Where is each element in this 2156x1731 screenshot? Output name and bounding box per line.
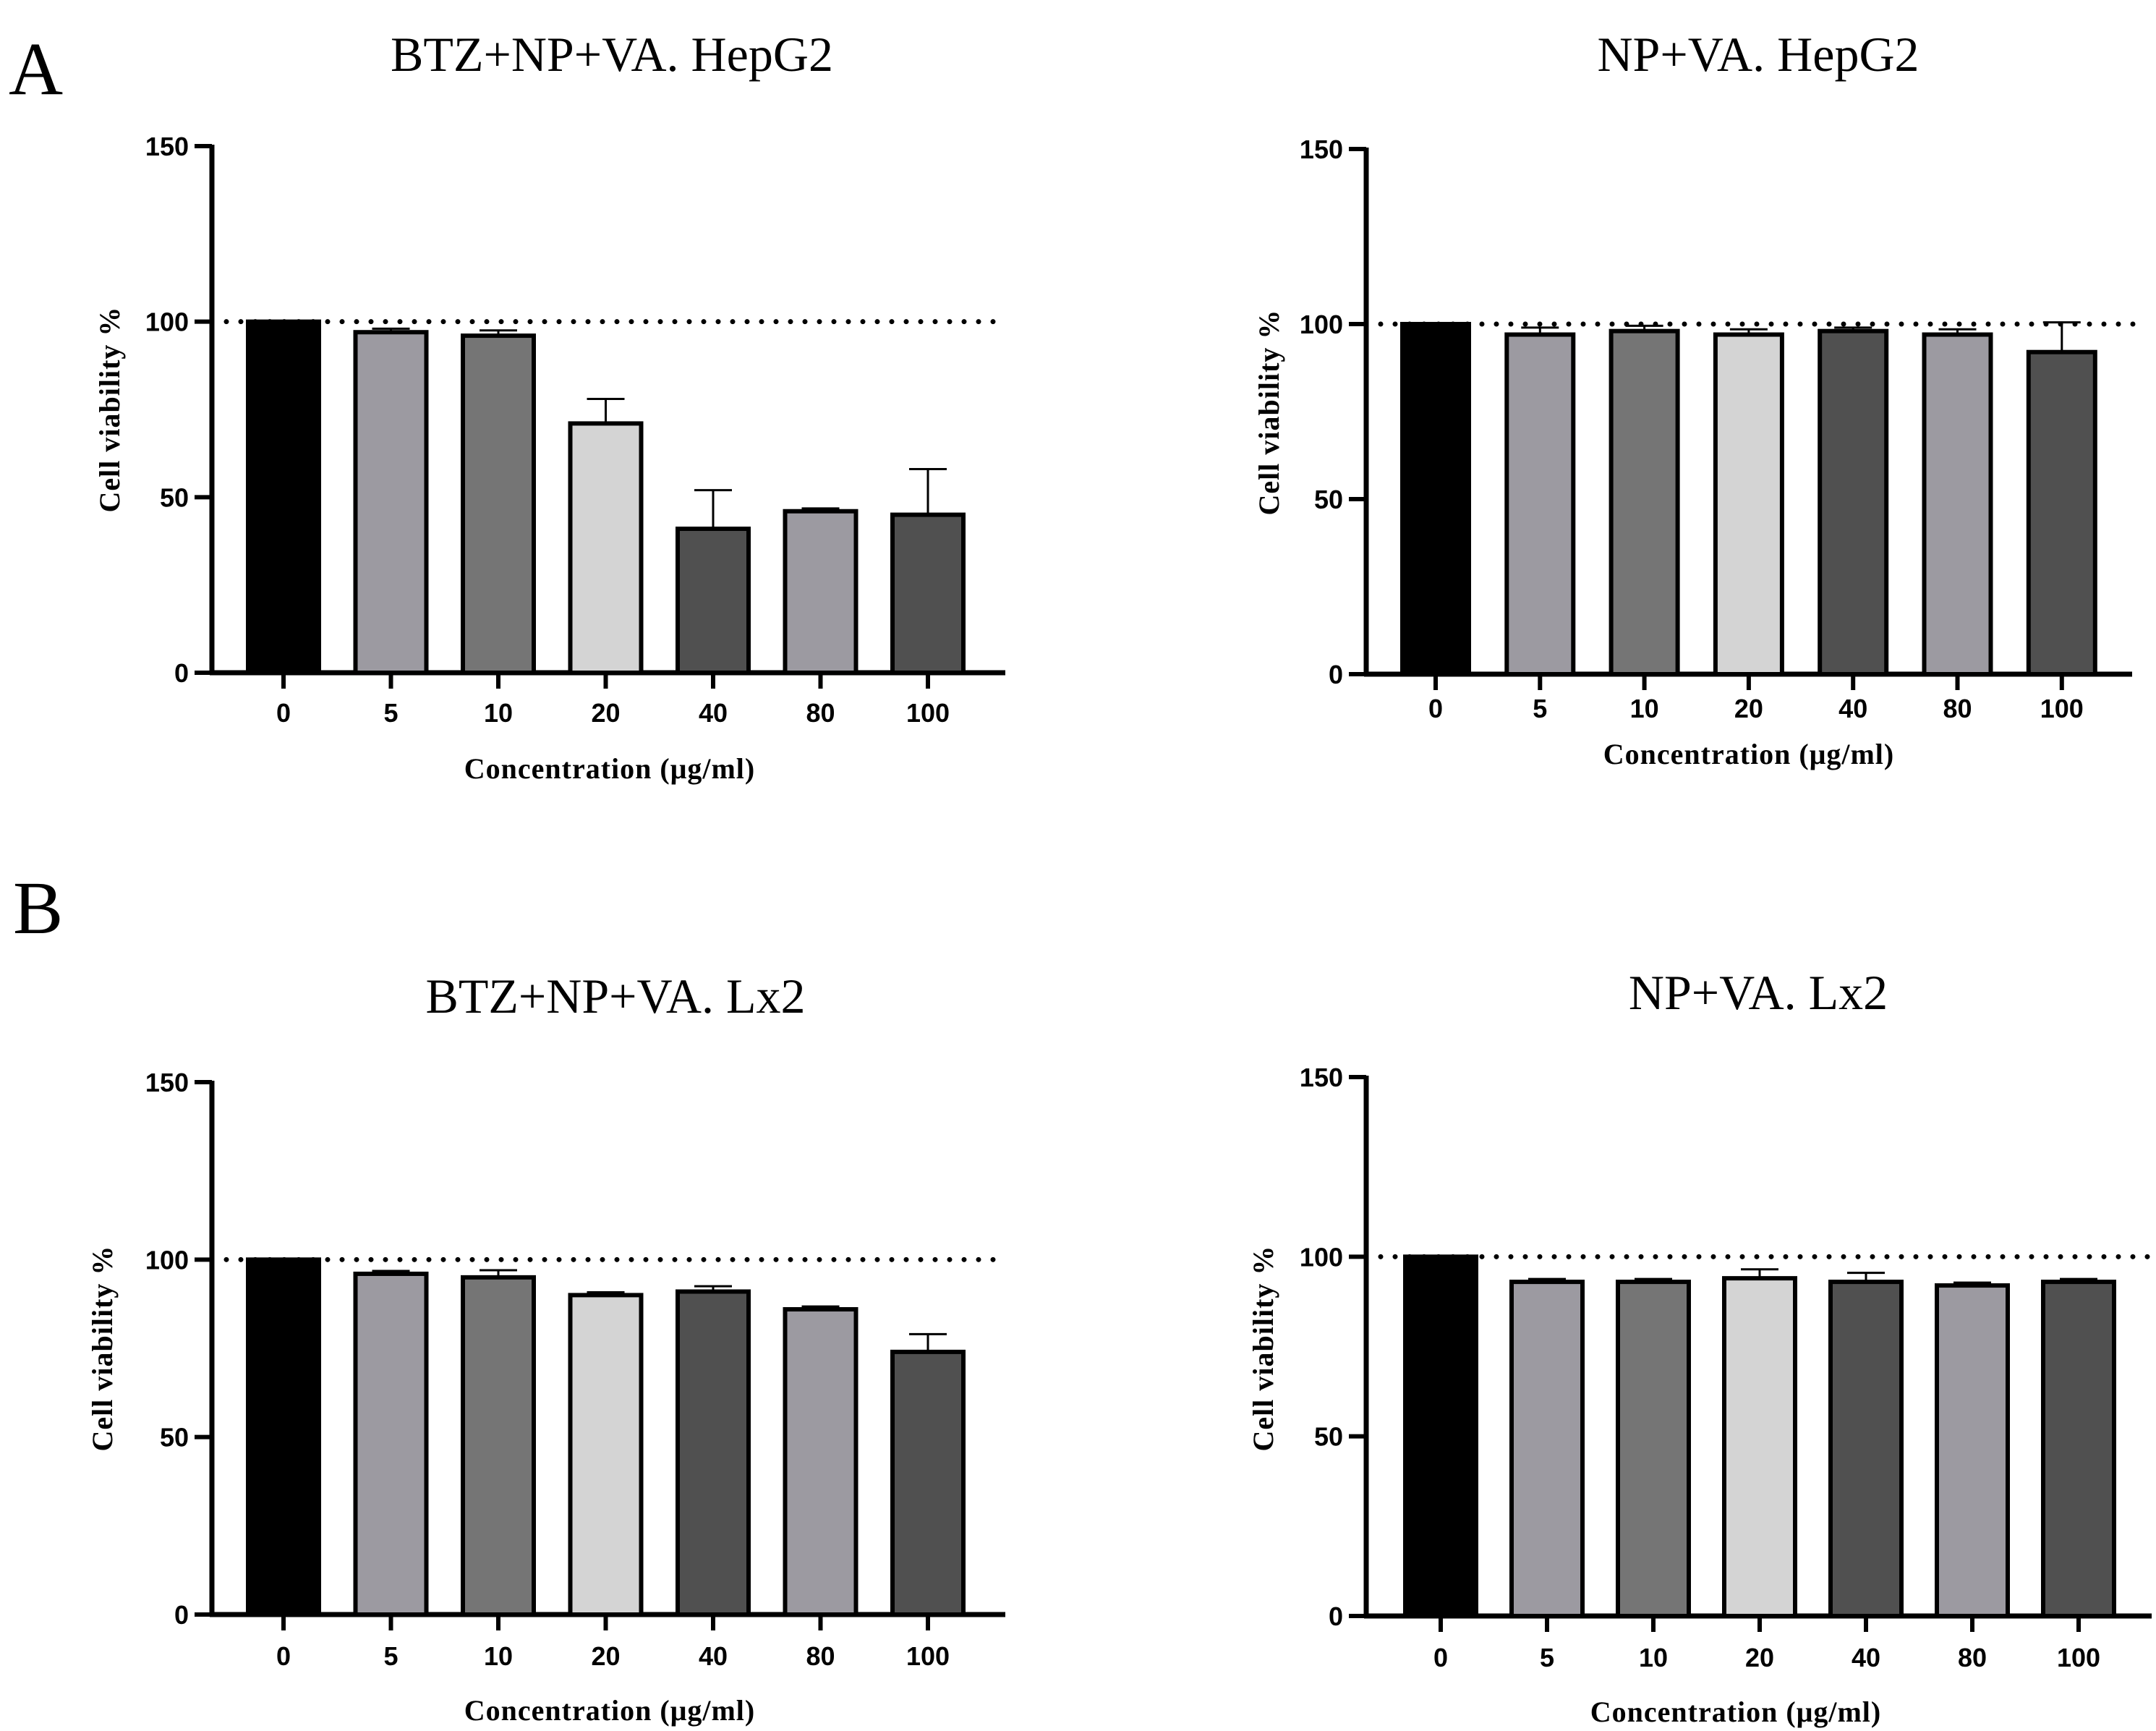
chart-btz-np-va-hepg2: BTZ+NP+VA. HepG2 0 50 100 150 0 5 10 20 40 80 100 C… [93, 27, 1010, 785]
bar-100 [2026, 349, 2097, 676]
bar-80 [783, 509, 858, 675]
y-axis-label: Cell viability % [93, 307, 126, 513]
y-tick-label: 150 [1300, 1063, 1343, 1092]
bar-40 [1828, 1280, 1904, 1618]
bar-20 [1713, 332, 1784, 676]
panel-label-a: A [9, 27, 63, 111]
x-tick-label: 5 [383, 1641, 398, 1671]
x-axis-label: Concentration (μg/ml) [1590, 1696, 1882, 1728]
x-tick-label: 20 [591, 698, 620, 728]
x-axis-label: Concentration (μg/ml) [464, 752, 756, 785]
x-tick-label: 10 [1630, 694, 1659, 723]
y-tick-label: 150 [145, 1068, 189, 1097]
x-tick-label: 40 [699, 698, 728, 728]
x-tick-label: 80 [806, 1641, 835, 1671]
x-tick-label: 40 [1838, 694, 1867, 723]
bar-80 [1935, 1283, 2010, 1618]
y-tick-label: 100 [1300, 1242, 1343, 1272]
bar-0 [246, 319, 321, 675]
x-tick-label: 5 [1533, 694, 1547, 723]
x-tick-label: 5 [383, 698, 398, 728]
bar-0 [246, 1257, 321, 1617]
bar-20 [1722, 1276, 1797, 1618]
x-tick-label: 0 [1428, 694, 1443, 723]
y-axis-label: Cell viability % [86, 1246, 119, 1452]
y-tick-label: 100 [1300, 310, 1343, 339]
x-tick-label: 100 [906, 698, 950, 728]
bar-10 [461, 333, 536, 675]
x-tick-label: 0 [276, 1641, 291, 1671]
y-tick-label: 150 [145, 132, 189, 161]
chart-title: NP+VA. HepG2 [1597, 27, 1919, 82]
bar-40 [676, 1289, 751, 1617]
bar-100 [890, 512, 966, 675]
bar-10 [461, 1275, 536, 1617]
x-tick-label: 100 [906, 1641, 950, 1671]
bar-100 [2041, 1280, 2116, 1618]
y-tick-label: 0 [1329, 1602, 1343, 1631]
chart-title: NP+VA. Lx2 [1629, 965, 1888, 1020]
x-tick-label: 100 [2040, 694, 2084, 723]
x-tick-label: 10 [484, 698, 513, 728]
y-tick-label: 0 [1329, 660, 1343, 689]
x-tick-label: 20 [1745, 1643, 1774, 1672]
y-tick-label: 0 [174, 658, 189, 688]
y-axis-label: Cell viability % [1253, 310, 1285, 516]
x-tick-label: 80 [1958, 1643, 1987, 1672]
bar-20 [568, 421, 644, 675]
bar-5 [353, 1271, 429, 1617]
x-tick-label: 40 [1852, 1643, 1880, 1672]
bar-80 [1922, 332, 1993, 676]
x-tick-label: 0 [276, 698, 291, 728]
y-axis-label: Cell viability % [1247, 1246, 1279, 1452]
x-tick-label: 100 [2057, 1643, 2100, 1672]
x-axis-label: Concentration (μg/ml) [1603, 738, 1895, 770]
y-tick-label: 0 [174, 1600, 189, 1630]
x-tick-label: 20 [1734, 694, 1763, 723]
x-tick-label: 0 [1433, 1643, 1448, 1672]
bar-80 [783, 1307, 858, 1617]
bar-5 [1504, 332, 1576, 676]
bar-5 [1509, 1280, 1585, 1618]
bar-20 [568, 1293, 644, 1617]
y-tick-label: 50 [1314, 1422, 1343, 1452]
x-axis-label: Concentration (μg/ml) [464, 1694, 756, 1727]
x-tick-label: 80 [806, 698, 835, 728]
x-tick-label: 10 [484, 1641, 513, 1671]
chart-btz-np-va-lx2: BTZ+NP+VA. Lx2 0 50 100 150 0 5 10 20 40 80 100 Con… [86, 969, 1010, 1727]
y-tick-label: 50 [1314, 485, 1343, 514]
chart-title: BTZ+NP+VA. HepG2 [391, 27, 833, 82]
x-tick-label: 10 [1639, 1643, 1668, 1672]
bar-10 [1616, 1280, 1691, 1618]
x-tick-label: 40 [699, 1641, 728, 1671]
x-tick-label: 5 [1540, 1643, 1554, 1672]
y-tick-label: 100 [145, 307, 189, 337]
y-tick-label: 50 [160, 482, 189, 512]
y-tick-label: 50 [160, 1423, 189, 1453]
y-tick-label: 100 [145, 1245, 189, 1275]
bar-40 [1818, 328, 1889, 676]
bar-0 [1403, 1254, 1478, 1619]
chart-np-va-hepg2: NP+VA. HepG2 0 50 100 150 0 5 10 20 40 80 100 Conce… [1253, 27, 2136, 770]
y-tick-label: 150 [1300, 135, 1343, 164]
bar-40 [676, 527, 751, 675]
bar-10 [1609, 328, 1680, 676]
x-tick-label: 80 [1943, 694, 1972, 723]
bar-5 [353, 330, 429, 675]
chart-np-va-lx2: NP+VA. Lx2 0 50 100 150 0 5 10 20 40 80 100 Concent… [1247, 965, 2156, 1728]
x-tick-label: 20 [591, 1641, 620, 1671]
chart-title: BTZ+NP+VA. Lx2 [425, 969, 805, 1024]
bar-100 [890, 1349, 966, 1617]
panel-label-b: B [13, 867, 63, 950]
bar-0 [1400, 322, 1471, 676]
